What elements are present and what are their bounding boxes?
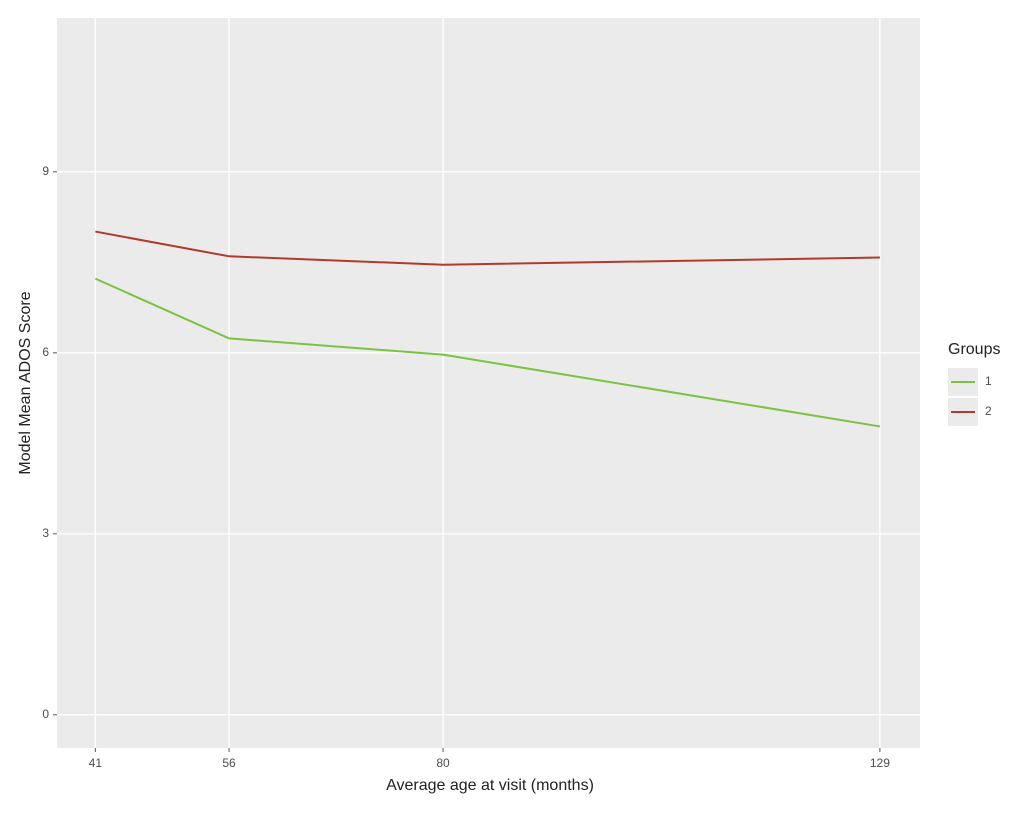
legend-label: 2: [985, 404, 992, 418]
series-line: [95, 230, 880, 266]
x-tick-label: 41: [89, 756, 103, 770]
panel: [57, 18, 920, 748]
y-tick-label: 9: [42, 164, 49, 178]
x-axis-title: Average age at visit (months): [386, 777, 594, 794]
legend-label: 1: [985, 374, 992, 388]
y-axis-title: Model Mean ADOS Score: [17, 291, 34, 474]
x-tick-label: 129: [870, 756, 890, 770]
y-tick-label: 3: [42, 526, 49, 540]
y-tick-label: 6: [42, 345, 49, 359]
y-tick-label: 0: [42, 707, 49, 721]
x-tick-label: 56: [222, 756, 236, 770]
legend-title: Groups: [948, 341, 1000, 358]
series-line: [94, 277, 881, 428]
x-tick-label: 80: [436, 756, 450, 770]
